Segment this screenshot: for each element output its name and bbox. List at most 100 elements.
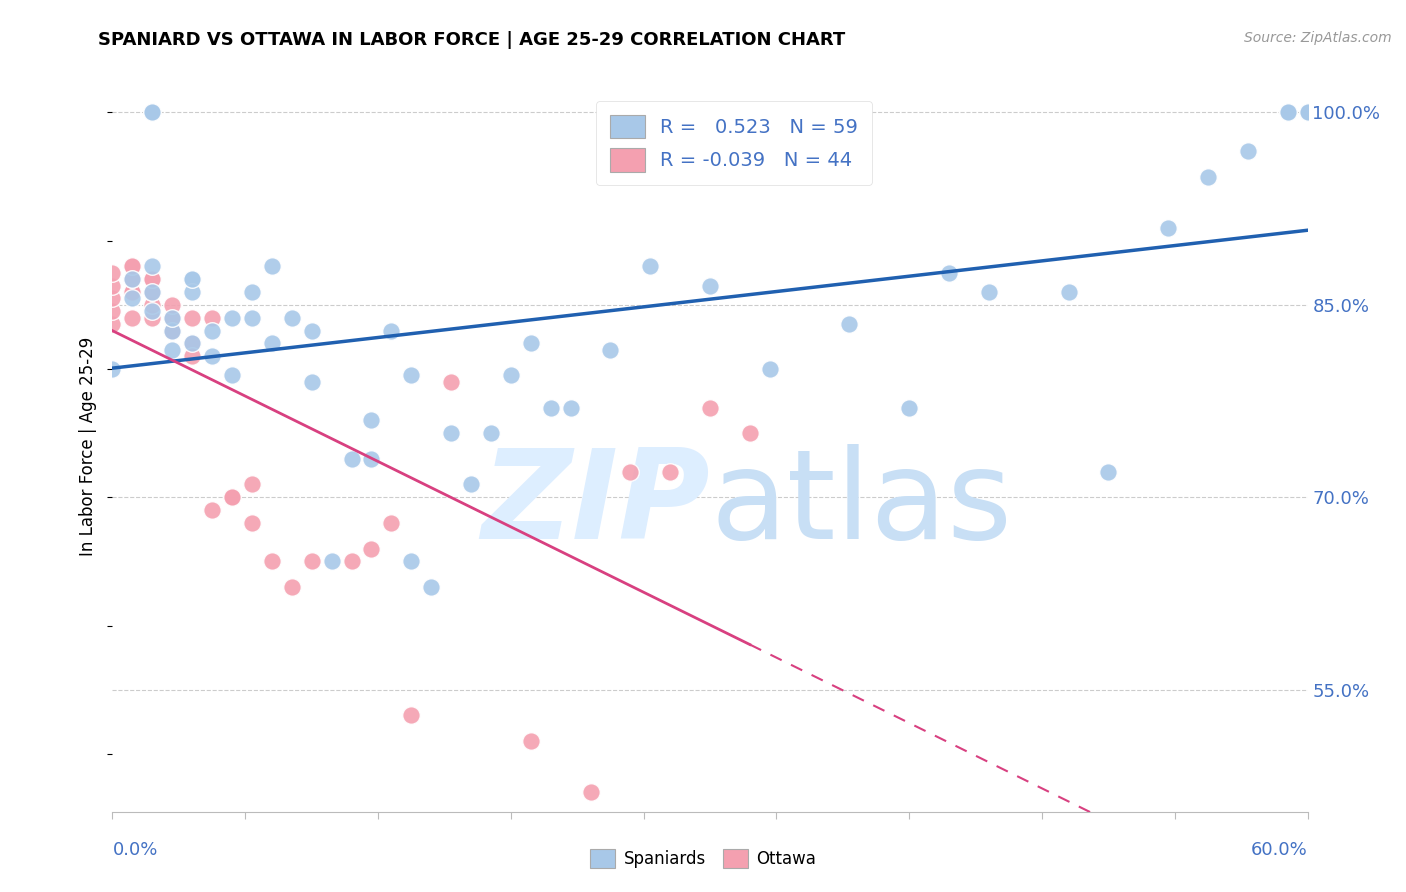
Point — [121, 285, 143, 299]
Point — [141, 272, 163, 286]
Point — [560, 401, 582, 415]
Point — [479, 426, 502, 441]
Point — [240, 310, 263, 325]
Point — [301, 324, 323, 338]
Y-axis label: In Labor Force | Age 25-29: In Labor Force | Age 25-29 — [79, 336, 97, 556]
Point — [162, 324, 183, 338]
Point — [121, 285, 143, 299]
Point — [260, 336, 283, 351]
Point — [380, 516, 402, 530]
Point — [420, 580, 443, 594]
Point — [699, 278, 721, 293]
Point — [360, 413, 382, 427]
Point — [240, 516, 263, 530]
Point — [181, 336, 204, 351]
Point — [460, 477, 482, 491]
Point — [181, 285, 204, 299]
Point — [440, 426, 463, 441]
Point — [301, 375, 323, 389]
Point — [221, 491, 243, 505]
Point — [201, 503, 224, 517]
Point — [759, 362, 782, 376]
Point — [401, 368, 423, 383]
Point — [141, 260, 163, 274]
Point — [181, 310, 204, 325]
Point — [240, 477, 263, 491]
Point — [599, 343, 621, 357]
Point — [162, 324, 183, 338]
Point — [221, 491, 243, 505]
Point — [240, 285, 263, 299]
Point — [141, 285, 163, 299]
Point — [281, 580, 304, 594]
Point — [201, 349, 224, 363]
Point — [838, 317, 860, 331]
Point — [281, 310, 304, 325]
Point — [141, 105, 163, 120]
Text: 60.0%: 60.0% — [1251, 841, 1308, 859]
Point — [101, 278, 124, 293]
Point — [579, 785, 602, 799]
Point — [301, 554, 323, 568]
Point — [401, 554, 423, 568]
Point — [260, 554, 283, 568]
Point — [162, 298, 183, 312]
Point — [121, 272, 143, 286]
Point — [699, 401, 721, 415]
Point — [340, 554, 363, 568]
Point — [181, 272, 204, 286]
Text: ZIP: ZIP — [481, 444, 710, 565]
Point — [260, 260, 283, 274]
Point — [162, 343, 183, 357]
Point — [659, 465, 682, 479]
Point — [101, 292, 124, 306]
Point — [640, 260, 662, 274]
Point — [321, 554, 343, 568]
Text: SPANIARD VS OTTAWA IN LABOR FORCE | AGE 25-29 CORRELATION CHART: SPANIARD VS OTTAWA IN LABOR FORCE | AGE … — [98, 31, 845, 49]
Text: atlas: atlas — [710, 444, 1012, 565]
Point — [101, 362, 124, 376]
Point — [1296, 105, 1319, 120]
Point — [162, 324, 183, 338]
Point — [121, 260, 143, 274]
Point — [121, 272, 143, 286]
Point — [121, 260, 143, 274]
Point — [221, 368, 243, 383]
Point — [121, 272, 143, 286]
Point — [141, 304, 163, 318]
Point — [360, 541, 382, 556]
Text: 0.0%: 0.0% — [112, 841, 157, 859]
Point — [141, 105, 163, 120]
Point — [340, 451, 363, 466]
Point — [121, 310, 143, 325]
Point — [141, 310, 163, 325]
Point — [101, 266, 124, 280]
Point — [440, 375, 463, 389]
Text: Source: ZipAtlas.com: Source: ZipAtlas.com — [1244, 31, 1392, 45]
Point — [221, 310, 243, 325]
Point — [1296, 105, 1319, 120]
Point — [141, 298, 163, 312]
Point — [121, 292, 143, 306]
Point — [181, 272, 204, 286]
Point — [1277, 105, 1299, 120]
Point — [162, 310, 183, 325]
Point — [181, 349, 204, 363]
Point — [1097, 465, 1119, 479]
Point — [1057, 285, 1080, 299]
Point — [162, 310, 183, 325]
Point — [520, 336, 543, 351]
Point — [141, 285, 163, 299]
Point — [1157, 220, 1180, 235]
Point — [201, 324, 224, 338]
Point — [898, 401, 921, 415]
Point — [619, 465, 641, 479]
Point — [938, 266, 960, 280]
Point — [101, 304, 124, 318]
Point — [1277, 105, 1299, 120]
Point — [1296, 105, 1319, 120]
Point — [401, 708, 423, 723]
Legend: R =   0.523   N = 59, R = -0.039   N = 44: R = 0.523 N = 59, R = -0.039 N = 44 — [596, 101, 872, 186]
Point — [540, 401, 562, 415]
Point — [1197, 169, 1219, 184]
